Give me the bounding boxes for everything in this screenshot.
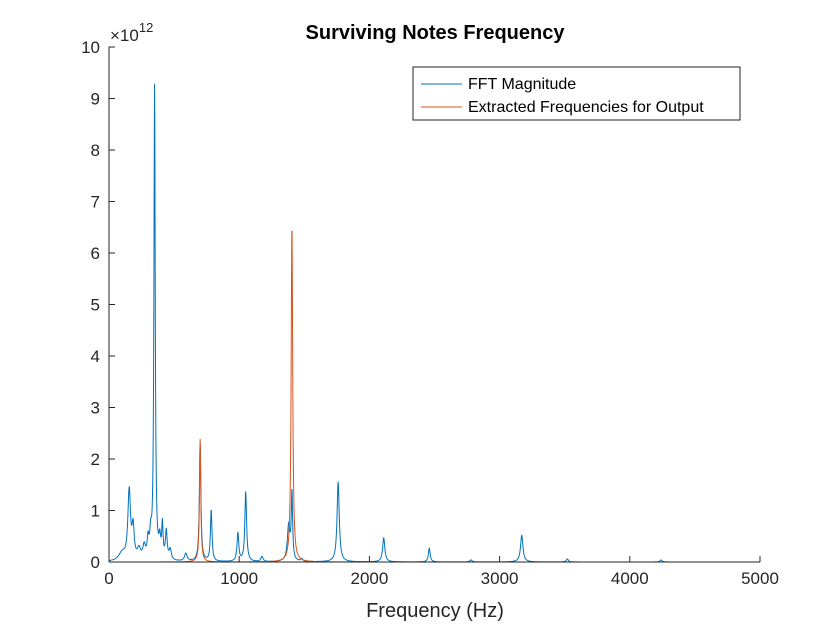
legend-label-0: FFT Magnitude <box>468 76 576 93</box>
y-tick-label: 3 <box>91 399 100 418</box>
x-axis-label: Frequency (Hz) <box>366 600 504 622</box>
y-exponent-power: 12 <box>139 20 153 35</box>
chart-title: Surviving Notes Frequency <box>306 22 566 44</box>
y-tick-label: 1 <box>91 502 100 521</box>
y-tick-label: 6 <box>91 244 100 263</box>
x-tick-label: 0 <box>104 569 113 588</box>
legend-label-1: Extracted Frequencies for Output <box>468 99 704 116</box>
y-axis-ticks: 0 1 2 3 4 5 6 7 8 9 10 <box>81 38 115 572</box>
y-exponent-base: ×10 <box>110 26 139 45</box>
y-tick-label: 5 <box>91 296 100 315</box>
y-tick-label: 7 <box>91 193 100 212</box>
y-axis-exponent: ×1012 <box>110 20 153 45</box>
y-tick-label: 8 <box>91 141 100 160</box>
x-tick-label: 4000 <box>611 569 649 588</box>
y-tick-label: 4 <box>91 347 100 366</box>
y-tick-label: 10 <box>81 38 100 57</box>
x-tick-label: 1000 <box>220 569 258 588</box>
legend-box <box>412 66 741 121</box>
legend[interactable]: FFT Magnitude Extracted Frequencies for O… <box>412 66 741 121</box>
x-tick-label: 3000 <box>481 569 519 588</box>
x-axis-ticks: 0 1000 2000 3000 4000 5000 <box>104 556 779 588</box>
x-tick-label: 2000 <box>350 569 388 588</box>
y-tick-label: 2 <box>91 450 100 469</box>
x-tick-label: 5000 <box>741 569 779 588</box>
y-tick-label: 0 <box>91 553 100 572</box>
y-tick-label: 9 <box>91 90 100 109</box>
